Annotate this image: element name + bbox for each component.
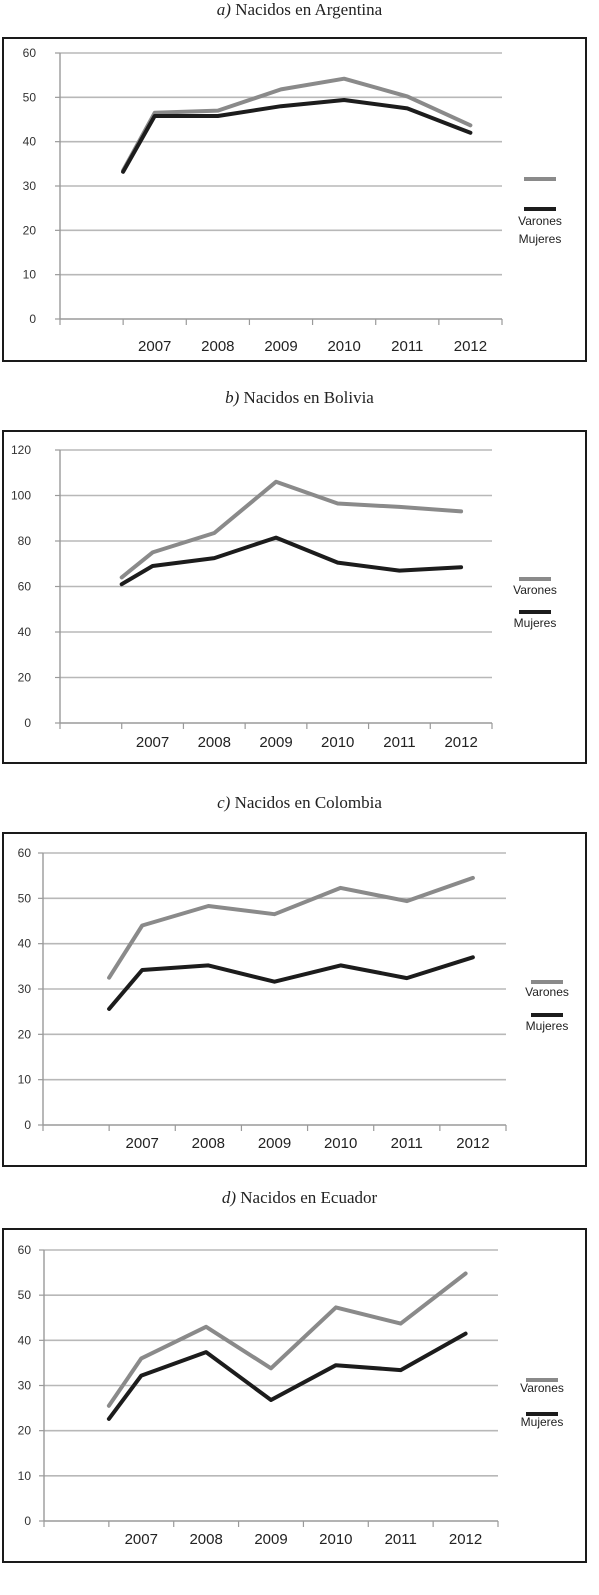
- y-tick-label: 20: [18, 1424, 32, 1438]
- y-tick-label: 60: [18, 1243, 32, 1257]
- y-tick-label: 0: [24, 716, 31, 730]
- y-tick-label: 20: [23, 223, 37, 237]
- x-tick-label: 2007: [126, 1135, 159, 1152]
- chart-panel-d: 0 10 20 30 40 50 60 2007 2008 2009 2010 2011 2012 Var…: [2, 1228, 587, 1563]
- legend-label-mujeres: Mujeres: [521, 1415, 564, 1429]
- y-tick-label: 30: [18, 1379, 32, 1393]
- chart-panel-c: 0 10 20 30 40 50 60 2007 2008 2009 2010 2011 2012 Var…: [2, 832, 587, 1167]
- x-tick-label: 2007: [138, 338, 171, 355]
- x-tick-label: 2012: [454, 338, 487, 355]
- legend-label-varones: Varones: [525, 985, 569, 999]
- chart-panel-a: 0 10 20 30 40 50 60 2007 2008 2009 2010 2011 2012 Var…: [2, 37, 587, 362]
- x-tick-label: 2007: [125, 1531, 158, 1548]
- chart-panel-b: 0 20 40 60 80 100 120 2007 2008 2009 2010 2011 2012 V…: [2, 430, 587, 764]
- x-tick-label: 2009: [254, 1531, 287, 1548]
- line-chart-bolivia: 0 20 40 60 80 100 120 2007 2008 2009 2010 2011 2012 V…: [11, 443, 557, 751]
- x-tick-label: 2011: [385, 1531, 417, 1548]
- series-line-varones: [106, 1271, 468, 1408]
- line-chart-colombia: 0 10 20 30 40 50 60 2007 2008 2009 2010 2011 2012 Var…: [18, 846, 569, 1152]
- x-tick-label: 2007: [136, 734, 169, 751]
- y-tick-label: 0: [29, 312, 36, 326]
- x-tick-label: 2008: [189, 1531, 222, 1548]
- x-tick-label: 2011: [383, 734, 415, 751]
- chart-title-letter: d): [221, 1188, 237, 1207]
- line-chart-argentina: 0 10 20 30 40 50 60 2007 2008 2009 2010 2011 2012 Var…: [23, 46, 562, 355]
- series-line-mujeres: [106, 1331, 468, 1421]
- x-tick-label: 2011: [391, 338, 423, 355]
- y-tick-label: 40: [18, 625, 32, 639]
- y-tick-label: 50: [18, 1288, 32, 1302]
- y-tick-label: 40: [18, 937, 32, 951]
- chart-title-text: Nacidos en Ecuador: [236, 1188, 378, 1207]
- x-tick-label: 2010: [319, 1531, 352, 1548]
- x-tick-label: 2010: [324, 1135, 357, 1152]
- y-tick-label: 10: [23, 268, 37, 282]
- legend-label-varones: Varones: [513, 583, 557, 597]
- y-tick-label: 50: [23, 90, 37, 104]
- x-tick-label: 2012: [456, 1135, 489, 1152]
- chart-title-c: c) Nacidos en Colombia: [0, 793, 599, 813]
- y-tick-label: 60: [18, 580, 32, 594]
- y-tick-label: 0: [24, 1514, 31, 1528]
- legend-label-mujeres: Mujeres: [519, 232, 562, 246]
- chart-title-letter: c): [217, 793, 231, 812]
- x-tick-label: 2008: [198, 734, 231, 751]
- y-tick-label: 0: [24, 1118, 31, 1132]
- y-tick-label: 20: [18, 671, 32, 685]
- x-tick-label: 2008: [192, 1135, 225, 1152]
- y-tick-label: 40: [23, 135, 37, 149]
- series-line-varones: [107, 875, 475, 980]
- chart-title-d: d) Nacidos en Ecuador: [0, 1188, 599, 1208]
- x-tick-label: 2012: [449, 1531, 482, 1548]
- legend-label-mujeres: Mujeres: [514, 616, 557, 630]
- legend-label-varones: Varones: [520, 1381, 564, 1395]
- y-tick-label: 10: [18, 1073, 32, 1087]
- y-tick-label: 100: [11, 489, 31, 503]
- x-tick-label: 2011: [391, 1135, 423, 1152]
- x-tick-label: 2008: [201, 338, 234, 355]
- chart-title-letter: b): [225, 388, 240, 407]
- x-tick-label: 2009: [258, 1135, 291, 1152]
- y-tick-label: 60: [18, 846, 32, 860]
- legend-label-varones: Varones: [518, 214, 562, 228]
- chart-title-text: Nacidos en Argentina: [230, 0, 383, 19]
- y-tick-label: 40: [18, 1333, 32, 1347]
- chart-title-text: Nacidos en Bolivia: [239, 388, 374, 407]
- y-tick-label: 80: [18, 534, 32, 548]
- x-tick-label: 2010: [327, 338, 360, 355]
- series-line-mujeres: [107, 955, 475, 1011]
- series-line-varones: [121, 76, 473, 173]
- y-tick-label: 20: [18, 1027, 32, 1041]
- x-tick-label: 2012: [444, 734, 477, 751]
- y-tick-label: 30: [23, 179, 37, 193]
- x-tick-label: 2010: [321, 734, 354, 751]
- chart-title-b: b) Nacidos en Bolivia: [0, 388, 599, 408]
- series-line-mujeres: [121, 98, 473, 174]
- series-line-mujeres: [119, 535, 464, 587]
- y-tick-label: 60: [23, 46, 37, 60]
- chart-title-a: a) Nacidos en Argentina: [0, 0, 599, 20]
- y-tick-label: 50: [18, 891, 32, 905]
- x-tick-label: 2009: [259, 734, 292, 751]
- y-tick-label: 120: [11, 443, 31, 457]
- series-line-varones: [119, 479, 464, 580]
- line-chart-ecuador: 0 10 20 30 40 50 60 2007 2008 2009 2010 2011 2012 Var…: [18, 1243, 564, 1548]
- y-tick-label: 10: [18, 1469, 32, 1483]
- chart-title-letter: a): [216, 0, 231, 19]
- chart-title-text: Nacidos en Colombia: [230, 793, 382, 812]
- y-tick-label: 30: [18, 982, 32, 996]
- legend-label-mujeres: Mujeres: [526, 1019, 569, 1033]
- x-tick-label: 2009: [264, 338, 297, 355]
